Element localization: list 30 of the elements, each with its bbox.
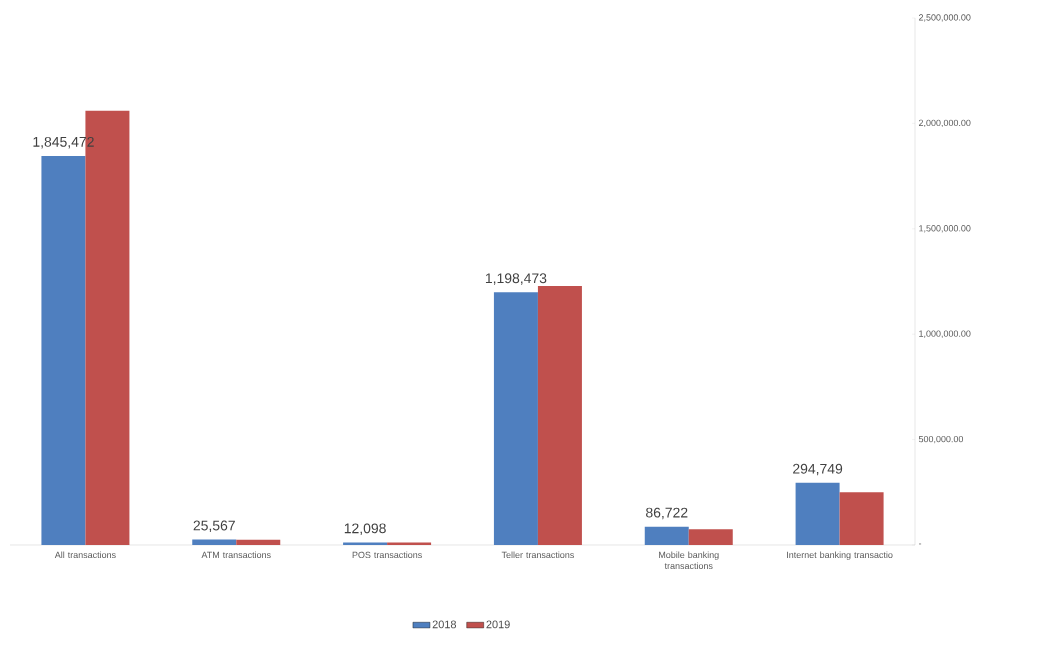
data-label: 1,198,473 [485, 273, 547, 285]
legend-label: 2018 [432, 620, 457, 629]
x-tick-label: Teller transactions [501, 551, 574, 559]
x-tick-label: POS transactions [352, 551, 422, 559]
bar [839, 492, 884, 545]
bar [343, 542, 388, 545]
x-tick-label: All transactions [54, 551, 116, 559]
bar [387, 542, 432, 545]
bar [192, 539, 237, 545]
data-label: 25,567 [193, 520, 235, 533]
bar [688, 529, 733, 545]
x-tick-label: Mobile banking transactions [659, 551, 719, 570]
bar [644, 526, 689, 545]
legend-label: 2019 [486, 620, 510, 629]
data-label: 12,098 [344, 523, 386, 535]
y-tick-label: 1,500,000.00 [919, 225, 971, 233]
bar [41, 155, 86, 545]
data-label: 294,749 [793, 463, 843, 476]
y-tick-label: 2,500,000.00 [918, 14, 971, 22]
data-label: 86,722 [646, 507, 688, 520]
bar [537, 285, 582, 545]
y-tick-label: 500,000.00 [918, 435, 964, 444]
x-tick-label: Internet banking transactio [787, 551, 893, 560]
y-tick-label: - [918, 543, 922, 545]
bar [795, 482, 840, 545]
bar [493, 292, 538, 545]
bar [236, 539, 281, 545]
y-tick-label: 1,000,000.00 [919, 330, 971, 338]
x-tick-label: ATM transactions [201, 551, 271, 559]
y-tick-label: 2,000,000.00 [918, 119, 971, 128]
